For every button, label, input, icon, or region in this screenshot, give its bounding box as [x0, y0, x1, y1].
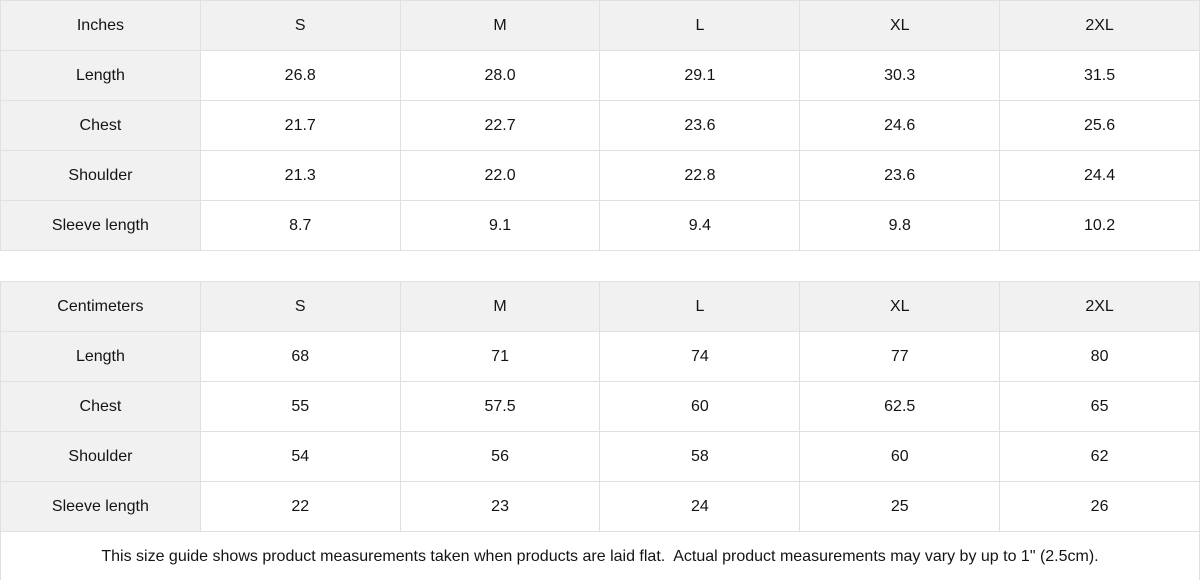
value-cell: 25.6 [999, 100, 1200, 151]
size-header-s: S [199, 0, 401, 51]
value-cell: 24 [599, 481, 801, 532]
value-cell: 23.6 [799, 150, 1001, 201]
footer-note: This size guide shows product measuremen… [0, 531, 1200, 580]
table-row: Shoulder 54 56 58 60 62 [0, 431, 1200, 482]
table-spacer [0, 251, 1200, 281]
size-header-xl: XL [799, 281, 1001, 332]
value-cell: 62.5 [799, 381, 1001, 432]
centimeters-header-row: Centimeters S M L XL 2XL [0, 281, 1200, 332]
value-cell: 80 [999, 331, 1200, 382]
footer-row: This size guide shows product measuremen… [0, 531, 1200, 580]
table-row: Shoulder 21.3 22.0 22.8 23.6 24.4 [0, 150, 1200, 201]
value-cell: 21.7 [199, 100, 401, 151]
value-cell: 57.5 [399, 381, 601, 432]
row-label-sleeve-length: Sleeve length [0, 481, 201, 532]
table-row: Chest 55 57.5 60 62.5 65 [0, 381, 1200, 432]
row-label-chest: Chest [0, 100, 201, 151]
unit-header-centimeters: Centimeters [0, 281, 201, 332]
value-cell: 24.4 [999, 150, 1200, 201]
value-cell: 26 [999, 481, 1200, 532]
size-header-m: M [399, 281, 601, 332]
value-cell: 25 [799, 481, 1001, 532]
size-header-xl: XL [799, 0, 1001, 51]
value-cell: 30.3 [799, 50, 1001, 101]
value-cell: 62 [999, 431, 1200, 482]
table-row: Length 68 71 74 77 80 [0, 331, 1200, 382]
row-label-shoulder: Shoulder [0, 431, 201, 482]
value-cell: 9.1 [399, 200, 601, 251]
value-cell: 22.8 [599, 150, 801, 201]
table-row: Chest 21.7 22.7 23.6 24.6 25.6 [0, 100, 1200, 151]
value-cell: 54 [199, 431, 401, 482]
table-row: Sleeve length 8.7 9.1 9.4 9.8 10.2 [0, 200, 1200, 251]
row-label-length: Length [0, 331, 201, 382]
value-cell: 60 [599, 381, 801, 432]
value-cell: 29.1 [599, 50, 801, 101]
value-cell: 22.7 [399, 100, 601, 151]
value-cell: 71 [399, 331, 601, 382]
size-header-2xl: 2XL [999, 281, 1200, 332]
value-cell: 31.5 [999, 50, 1200, 101]
size-header-s: S [199, 281, 401, 332]
row-label-shoulder: Shoulder [0, 150, 201, 201]
value-cell: 28.0 [399, 50, 601, 101]
row-label-chest: Chest [0, 381, 201, 432]
value-cell: 22.0 [399, 150, 601, 201]
value-cell: 21.3 [199, 150, 401, 201]
table-row: Sleeve length 22 23 24 25 26 [0, 481, 1200, 532]
size-header-l: L [599, 0, 801, 51]
value-cell: 68 [199, 331, 401, 382]
value-cell: 26.8 [199, 50, 401, 101]
value-cell: 77 [799, 331, 1001, 382]
value-cell: 9.4 [599, 200, 801, 251]
value-cell: 65 [999, 381, 1200, 432]
size-header-2xl: 2XL [999, 0, 1200, 51]
table-row: Length 26.8 28.0 29.1 30.3 31.5 [0, 50, 1200, 101]
value-cell: 9.8 [799, 200, 1001, 251]
value-cell: 74 [599, 331, 801, 382]
inches-header-row: Inches S M L XL 2XL [0, 0, 1200, 51]
size-header-m: M [399, 0, 601, 51]
row-label-length: Length [0, 50, 201, 101]
unit-header-inches: Inches [0, 0, 201, 51]
value-cell: 23.6 [599, 100, 801, 151]
size-header-l: L [599, 281, 801, 332]
value-cell: 8.7 [199, 200, 401, 251]
centimeters-size-table: Centimeters S M L XL 2XL Length 68 71 74… [0, 281, 1200, 580]
value-cell: 22 [199, 481, 401, 532]
value-cell: 58 [599, 431, 801, 482]
inches-size-table: Inches S M L XL 2XL Length 26.8 28.0 29.… [0, 0, 1200, 251]
value-cell: 10.2 [999, 200, 1200, 251]
value-cell: 60 [799, 431, 1001, 482]
value-cell: 56 [399, 431, 601, 482]
value-cell: 23 [399, 481, 601, 532]
value-cell: 24.6 [799, 100, 1001, 151]
row-label-sleeve-length: Sleeve length [0, 200, 201, 251]
value-cell: 55 [199, 381, 401, 432]
